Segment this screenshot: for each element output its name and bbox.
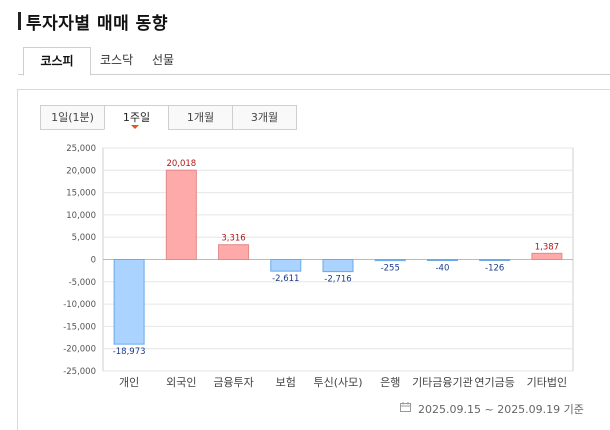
x-tick-label: 은행: [380, 376, 400, 389]
y-tick-label: -5,000: [69, 278, 96, 288]
tab-kosdaq[interactable]: 코스닥: [100, 53, 134, 67]
bar: [531, 252, 563, 260]
title-marker: [18, 12, 21, 30]
data-label: -255: [381, 264, 400, 274]
bar: [165, 169, 197, 261]
y-tick-label: 20,000: [66, 166, 96, 176]
data-label: 1,387: [535, 242, 559, 252]
data-label: -18,973: [113, 347, 146, 357]
x-tick-label: 외국인: [166, 376, 196, 389]
page-title: 투자자별 매매 동향: [26, 14, 168, 34]
y-tick-label: -20,000: [63, 345, 96, 355]
data-label: 3,316: [221, 234, 245, 244]
x-tick-label: 기타금융기관: [412, 376, 473, 389]
y-tick-label: 0: [91, 256, 96, 266]
bar: [113, 259, 145, 345]
x-tick-label: 연기금등: [474, 376, 514, 389]
y-tick-label: -25,000: [63, 367, 96, 377]
calendar-icon: [400, 402, 411, 412]
date-range-footer: 2025.09.15 ~ 2025.09.19 기준: [418, 403, 584, 416]
x-tick-label: 금융투자: [213, 376, 253, 389]
y-tick-label: 5,000: [72, 233, 96, 243]
y-tick-label: 15,000: [66, 189, 96, 199]
bar: [426, 259, 458, 261]
market-tabs: 코스피 코스닥 선물: [18, 47, 610, 76]
y-tick-label: 10,000: [66, 211, 96, 221]
y-tick-label: -15,000: [63, 322, 96, 332]
tab-kospi[interactable]: 코스피: [23, 47, 91, 76]
period-1month[interactable]: 1개월: [168, 105, 233, 130]
bar: [270, 259, 302, 272]
x-tick-label: 기타법인: [527, 376, 567, 389]
x-tick-label: 보험: [276, 376, 296, 389]
bar: [479, 259, 511, 261]
bar: [374, 259, 406, 262]
period-3month[interactable]: 3개월: [232, 105, 297, 130]
x-tick-label: 투신(사모): [313, 376, 362, 389]
period-1day[interactable]: 1일(1분): [40, 105, 105, 130]
triangle-down-icon: [131, 125, 139, 129]
data-label: -2,611: [272, 274, 299, 284]
data-label: -2,716: [324, 275, 351, 285]
y-tick-label: -10,000: [63, 300, 96, 310]
bar: [322, 259, 354, 273]
tab-futures[interactable]: 선물: [152, 53, 175, 67]
x-tick-label: 개인: [119, 376, 139, 389]
y-tick-label: 25,000: [66, 144, 96, 154]
data-label: -40: [435, 264, 449, 274]
data-label: 20,018: [166, 159, 196, 169]
data-label: -126: [485, 264, 504, 274]
bar: [218, 244, 250, 261]
